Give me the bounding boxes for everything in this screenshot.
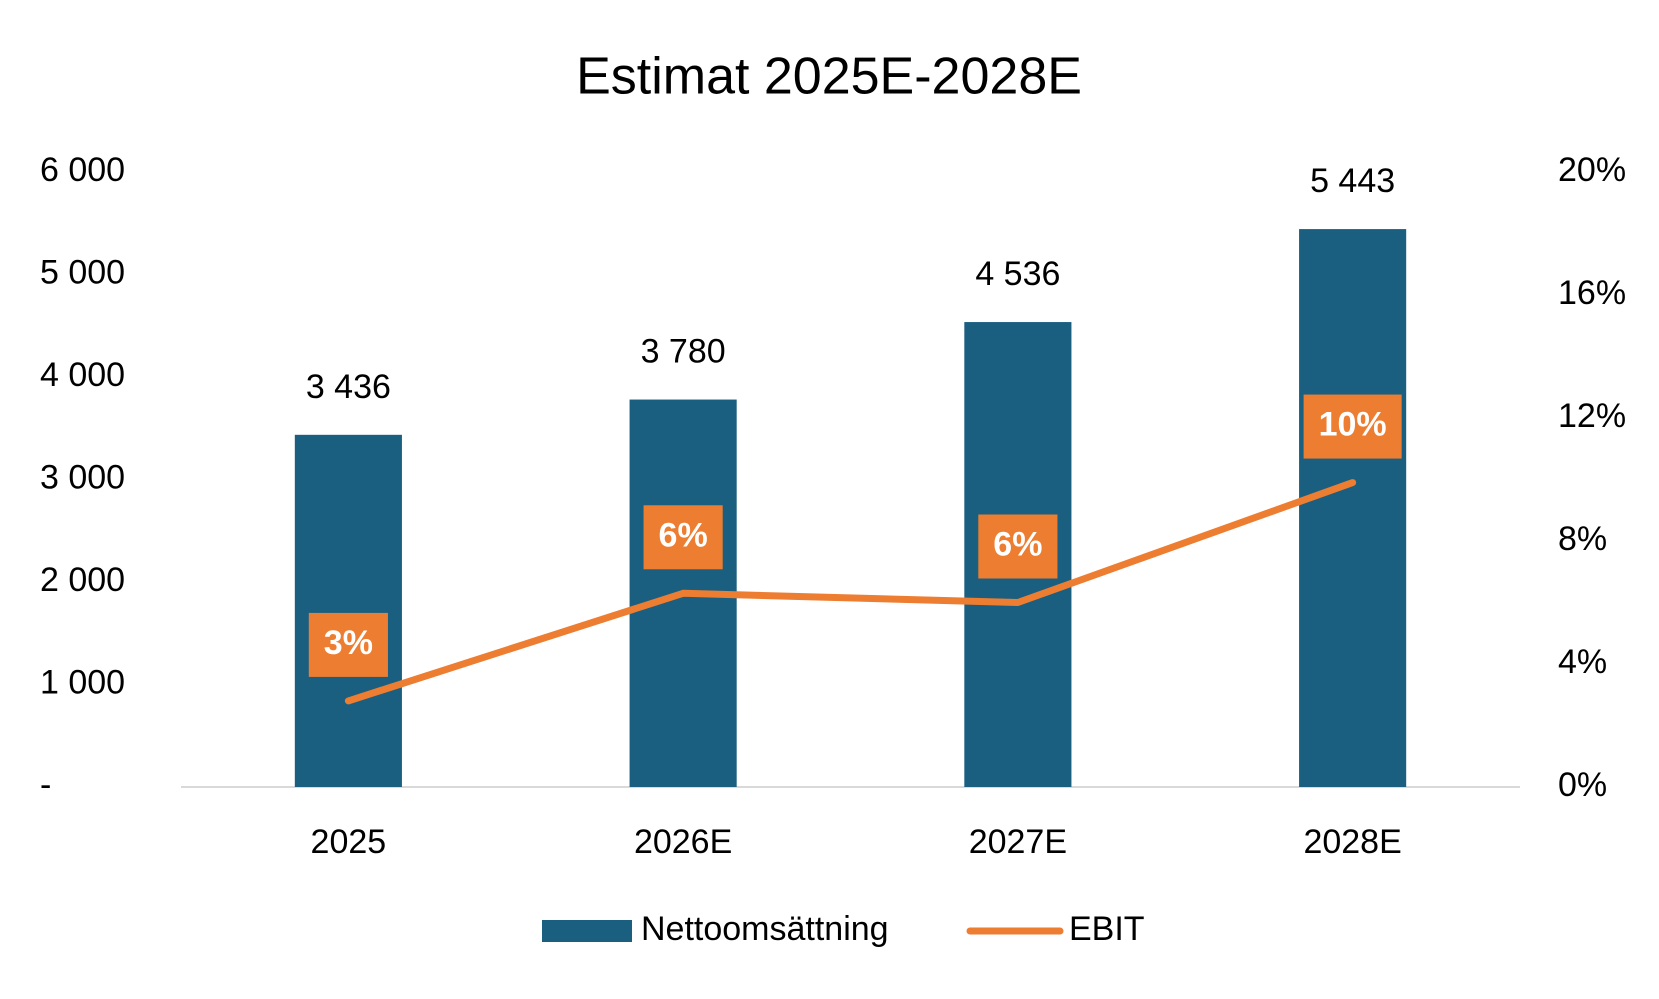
y2-tick-label: 8% [1558, 520, 1607, 558]
bar-value-label: 3 780 [641, 333, 726, 371]
data-label-text: 6% [659, 516, 708, 554]
y-tick-label: - [40, 766, 51, 804]
y-tick-label: 4 000 [40, 356, 125, 394]
bar-value-label: 5 443 [1310, 162, 1395, 200]
chart-title: Estimat 2025E-2028E [576, 48, 1082, 106]
data-label-text: 6% [993, 525, 1042, 563]
y2-tick-label: 12% [1558, 397, 1626, 435]
data-label: 10% [1303, 394, 1402, 459]
legend-label: EBIT [1069, 910, 1145, 948]
x-tick-label: 2028E [1303, 823, 1401, 861]
data-label-text: 3% [324, 624, 373, 662]
data-label-box [978, 514, 1058, 579]
data-label: 6% [643, 505, 723, 570]
y-tick-label: 5 000 [40, 253, 125, 291]
bar-value-label: 3 436 [306, 368, 391, 406]
bar [1299, 229, 1407, 787]
y-tick-label: 6 000 [40, 151, 125, 189]
y2-tick-label: 16% [1558, 274, 1626, 312]
legend-label: Nettoomsättning [641, 910, 889, 948]
line [344, 479, 1357, 705]
data-label-text: 10% [1319, 406, 1387, 444]
data-label-box [643, 505, 723, 570]
data-label: 6% [978, 514, 1058, 579]
legend-swatch [542, 920, 632, 942]
x-tick-label: 2027E [969, 823, 1067, 861]
data-label-box [1303, 394, 1402, 459]
y2-tick-label: 0% [1558, 766, 1607, 804]
y2-tick-label: 4% [1558, 643, 1607, 681]
bar [294, 434, 402, 787]
y-tick-label: 3 000 [40, 458, 125, 496]
x-tick-label: 2025 [311, 823, 387, 861]
y-tick-label: 1 000 [40, 663, 125, 701]
data-label-box [308, 612, 388, 677]
y-tick-label: 2 000 [40, 561, 125, 599]
y2-tick-label: 20% [1558, 151, 1626, 189]
bar-value-label: 4 536 [975, 255, 1060, 293]
data-label: 3% [308, 612, 388, 677]
x-tick-label: 2026E [634, 823, 732, 861]
